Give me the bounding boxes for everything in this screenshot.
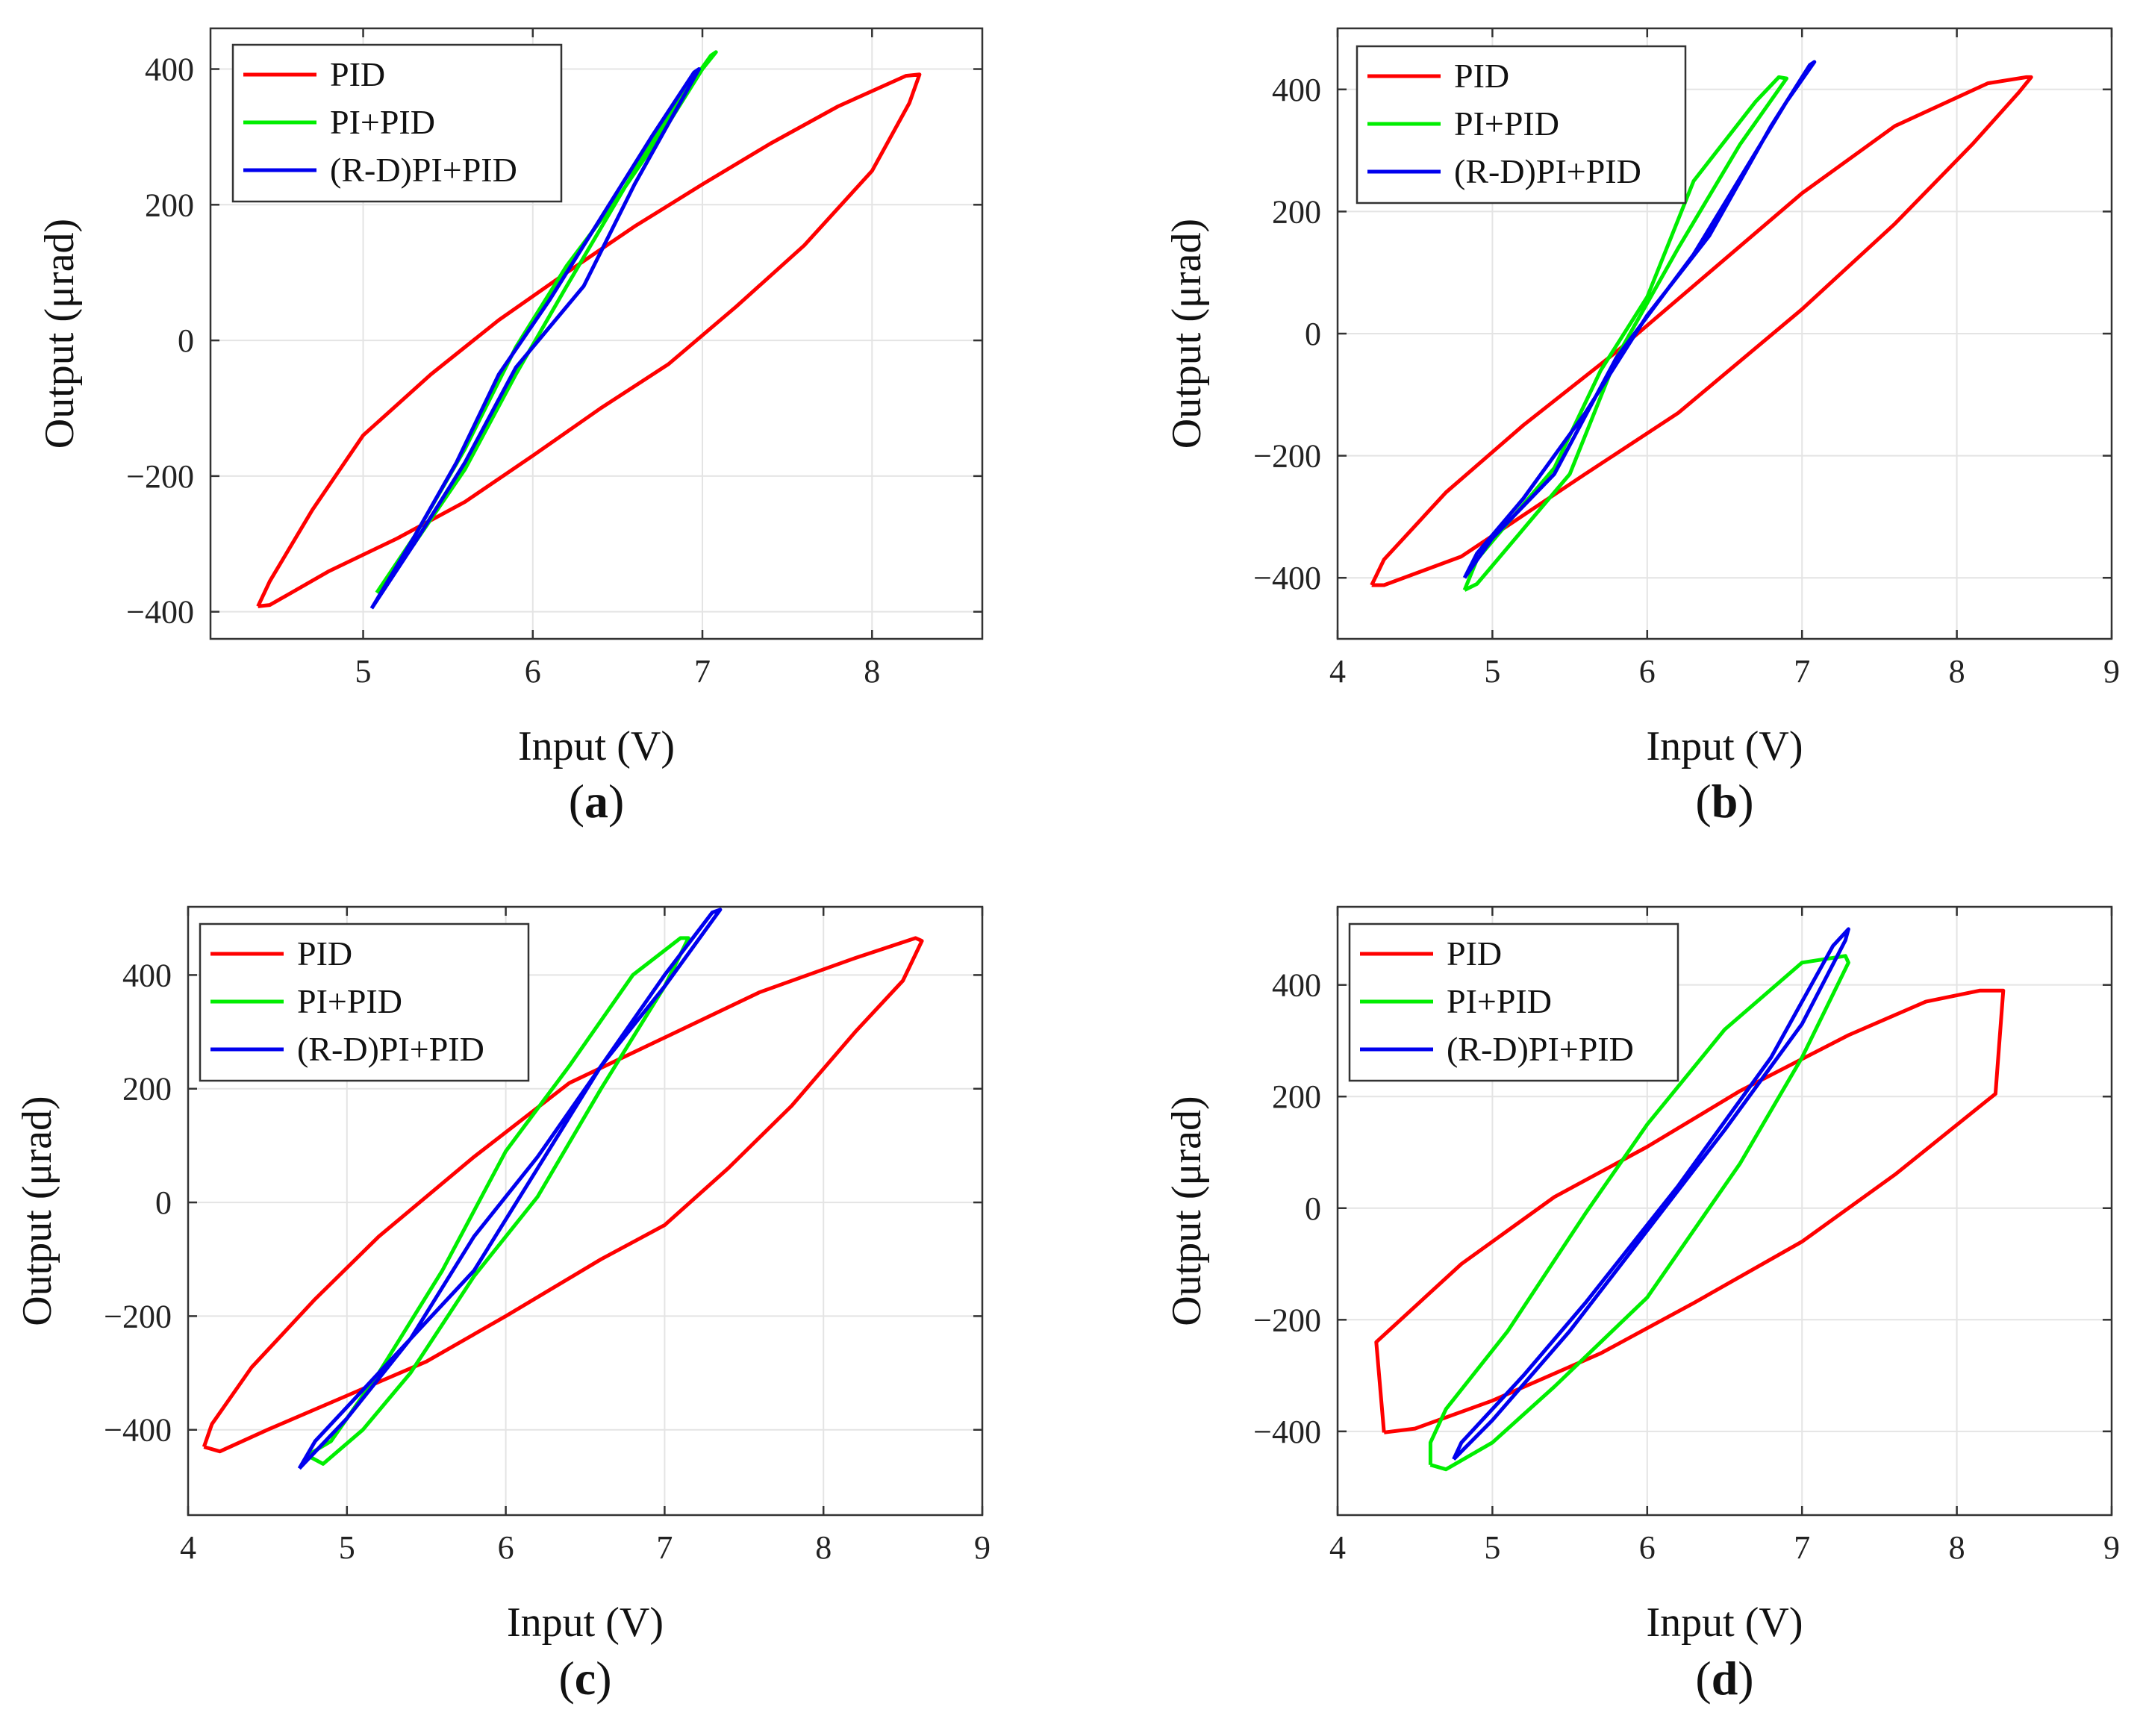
panel-a-xtick-label-3: 8 xyxy=(864,653,880,690)
panel-b-xtick-label-2: 6 xyxy=(1639,653,1656,690)
panel-d-caption: (d) xyxy=(1695,1652,1753,1705)
panel-a-xtick-label-1: 6 xyxy=(525,653,541,690)
panel-c-xtick-label-2: 6 xyxy=(498,1529,514,1566)
panel-b-ytick-label-0: −400 xyxy=(1253,560,1321,596)
panel-d-x-axis-title: Input (V) xyxy=(1647,1599,1803,1646)
panel-b-ytick-label-4: 400 xyxy=(1272,72,1321,108)
panel-d-xtick-label-5: 9 xyxy=(2103,1529,2120,1566)
panel-b: 4 5 6 7 8 9 −400 −200 0 200 400 Input (V) Output (μr… xyxy=(1164,27,2120,828)
panel-d-ytick-label-1: −200 xyxy=(1253,1302,1321,1338)
panel-b-y-axis-title: Output (μrad) xyxy=(1164,219,1210,449)
panel-c-legend-label-0: PID xyxy=(297,934,352,972)
panel-d-xtick-label-1: 5 xyxy=(1484,1529,1500,1566)
panel-c-legend: PID PI+PID (R-D)PI+PID xyxy=(199,922,530,1082)
panel-c-xtick-label-0: 4 xyxy=(180,1529,196,1566)
panel-c-series-pi-pid-line xyxy=(306,936,690,1466)
panel-a-legend: PID PI+PID (R-D)PI+PID xyxy=(231,43,563,203)
panel-c-ytick-label-3: 200 xyxy=(122,1071,172,1108)
panel-b-x-axis-title: Input (V) xyxy=(1647,723,1803,769)
panel-c-legend-label-2: (R-D)PI+PID xyxy=(297,1030,484,1068)
panel-b-xtick-label-0: 4 xyxy=(1329,653,1346,690)
panel-c-axes-box xyxy=(187,905,984,1517)
panel-b-series-rd-pi-pid-line xyxy=(1462,60,1817,579)
panel-d-xtick-label-0: 4 xyxy=(1329,1529,1346,1566)
panel-d-series-rd-pi-pid-line xyxy=(1452,927,1850,1461)
panel-d-xtick-label-3: 7 xyxy=(1794,1529,1810,1566)
panel-d-legend-label-1: PI+PID xyxy=(1447,982,1552,1020)
panel-b-ytick-label-2: 0 xyxy=(1305,316,1321,352)
panel-d-ytick-label-4: 400 xyxy=(1272,967,1321,1004)
panel-a: 5 6 7 8 −400 −200 0 200 400 Input (V) Output (μrad… xyxy=(37,27,984,828)
panel-c-series-rd-pi-pid-line xyxy=(297,908,723,1470)
panel-b-xtick-label-4: 8 xyxy=(1949,653,1965,690)
panel-c-xtick-label-3: 7 xyxy=(656,1529,673,1566)
panel-d-ytick-label-3: 200 xyxy=(1272,1078,1321,1115)
panel-b-legend-label-0: PID xyxy=(1454,57,1509,95)
panel-c: 4 5 6 7 8 9 −400 −200 0 200 400 Input (V) Output (μr… xyxy=(14,905,991,1705)
panel-d-legend-label-0: PID xyxy=(1447,934,1502,972)
panel-b-ytick-label-3: 200 xyxy=(1272,193,1321,230)
panel-c-y-axis-title: Output (μrad) xyxy=(14,1096,60,1326)
panel-c-ytick-label-1: −200 xyxy=(104,1298,172,1334)
panel-a-series-rd-pi-pid-line xyxy=(369,67,701,610)
panel-c-legend-label-1: PI+PID xyxy=(297,982,402,1020)
panel-a-legend-label-0: PID xyxy=(330,55,385,93)
panel-b-series-pi-pid-line xyxy=(1462,75,1788,592)
panel-a-ytick-label-2: 0 xyxy=(178,322,194,359)
panel-c-caption: (c) xyxy=(558,1652,611,1705)
panel-c-xtick-label-5: 9 xyxy=(974,1529,991,1566)
panel-b-caption: (b) xyxy=(1695,775,1753,828)
panel-a-y-axis-title: Output (μrad) xyxy=(37,219,83,449)
panel-a-ytick-label-1: −200 xyxy=(126,458,194,495)
panel-b-ytick-label-1: −200 xyxy=(1253,438,1321,475)
panel-a-x-axis-title: Input (V) xyxy=(518,723,675,769)
panel-d-ytick-label-2: 0 xyxy=(1305,1190,1321,1227)
panel-d-ytick-label-0: −400 xyxy=(1253,1414,1321,1450)
panel-a-ytick-label-0: −400 xyxy=(126,594,194,631)
panel-a-series-pi-pid-line xyxy=(375,50,718,594)
panel-d: 4 5 6 7 8 9 −400 −200 0 200 400 Input (V) Output (μr… xyxy=(1164,905,2120,1705)
panel-c-ytick-label-2: 0 xyxy=(155,1184,172,1221)
panel-a-ytick-label-4: 400 xyxy=(145,51,194,88)
panel-c-xtick-label-4: 8 xyxy=(815,1529,832,1566)
panel-b-xtick-label-5: 9 xyxy=(2103,653,2120,690)
panel-d-legend: PID PI+PID (R-D)PI+PID xyxy=(1348,922,1679,1082)
panel-a-caption: (a) xyxy=(569,775,625,828)
panel-c-x-axis-title: Input (V) xyxy=(507,1599,664,1646)
panel-a-xtick-label-0: 5 xyxy=(355,653,372,690)
panel-a-legend-label-1: PI+PID xyxy=(330,103,435,141)
panel-a-legend-label-2: (R-D)PI+PID xyxy=(330,151,517,189)
panel-a-series-pid-line xyxy=(256,72,922,608)
panel-a-axes-box xyxy=(209,27,984,640)
panel-d-legend-label-2: (R-D)PI+PID xyxy=(1447,1030,1634,1068)
panel-d-axes-box xyxy=(1336,905,2113,1517)
panel-b-xtick-label-3: 7 xyxy=(1794,653,1810,690)
panel-d-xtick-label-2: 6 xyxy=(1639,1529,1656,1566)
panel-c-ytick-label-4: 400 xyxy=(122,957,172,993)
panel-a-ytick-label-3: 200 xyxy=(145,187,194,223)
panel-b-legend: PID PI+PID (R-D)PI+PID xyxy=(1356,45,1687,204)
panel-b-legend-label-1: PI+PID xyxy=(1454,104,1559,143)
panel-b-series-pid-line xyxy=(1370,75,2033,587)
panel-b-legend-label-2: (R-D)PI+PID xyxy=(1454,152,1641,190)
panel-b-xtick-label-1: 5 xyxy=(1484,653,1500,690)
panel-a-xtick-label-2: 7 xyxy=(694,653,711,690)
panel-c-xtick-label-1: 5 xyxy=(339,1529,355,1566)
panel-d-xtick-label-4: 8 xyxy=(1949,1529,1965,1566)
panel-d-y-axis-title: Output (μrad) xyxy=(1164,1096,1210,1326)
panel-c-ytick-label-0: −400 xyxy=(104,1412,172,1449)
panel-d-series-pi-pid-line xyxy=(1428,954,1850,1472)
